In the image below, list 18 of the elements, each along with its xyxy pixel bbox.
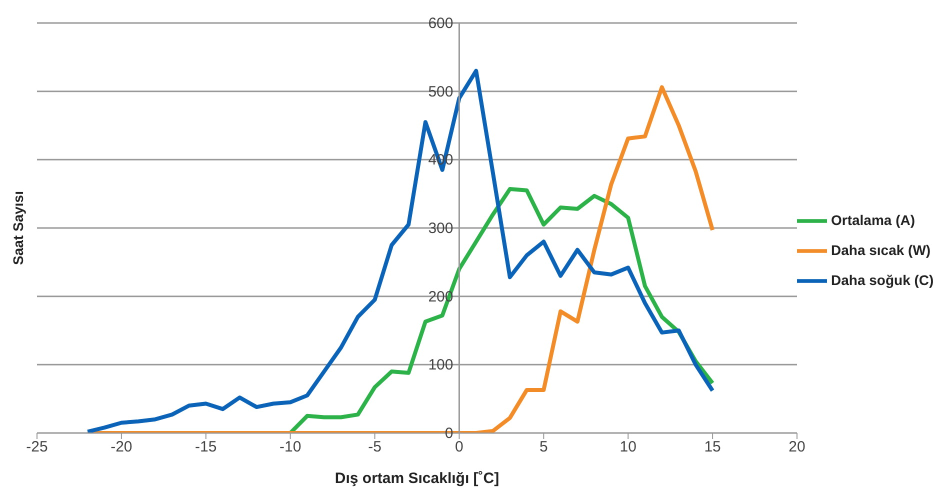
y-tick-label: 100 [428,356,454,374]
x-tick-label: 10 [620,438,636,456]
x-tick-label: 15 [704,438,721,456]
x-tick-label: 20 [788,438,806,456]
y-axis-title: Saat Sayısı [10,191,26,265]
x-tick-label: -5 [368,438,382,456]
legend-label: Ortalama (A) [831,212,916,228]
x-tick-label: -15 [195,438,217,456]
x-tick-label: -10 [279,438,302,456]
y-tick-label: 500 [428,83,454,100]
legend-label: Daha soğuk (C) [831,272,934,288]
x-tick-label: -25 [26,438,48,456]
x-axis-title: Dış ortam Sıcaklığı [˚C] [334,470,500,487]
x-tick-label: -20 [110,438,132,456]
y-tick-label: 600 [428,15,454,32]
y-tick-label: 300 [428,220,454,237]
legend-label: Daha sıcak (W) [831,242,931,258]
x-tick-label: 5 [539,438,548,456]
